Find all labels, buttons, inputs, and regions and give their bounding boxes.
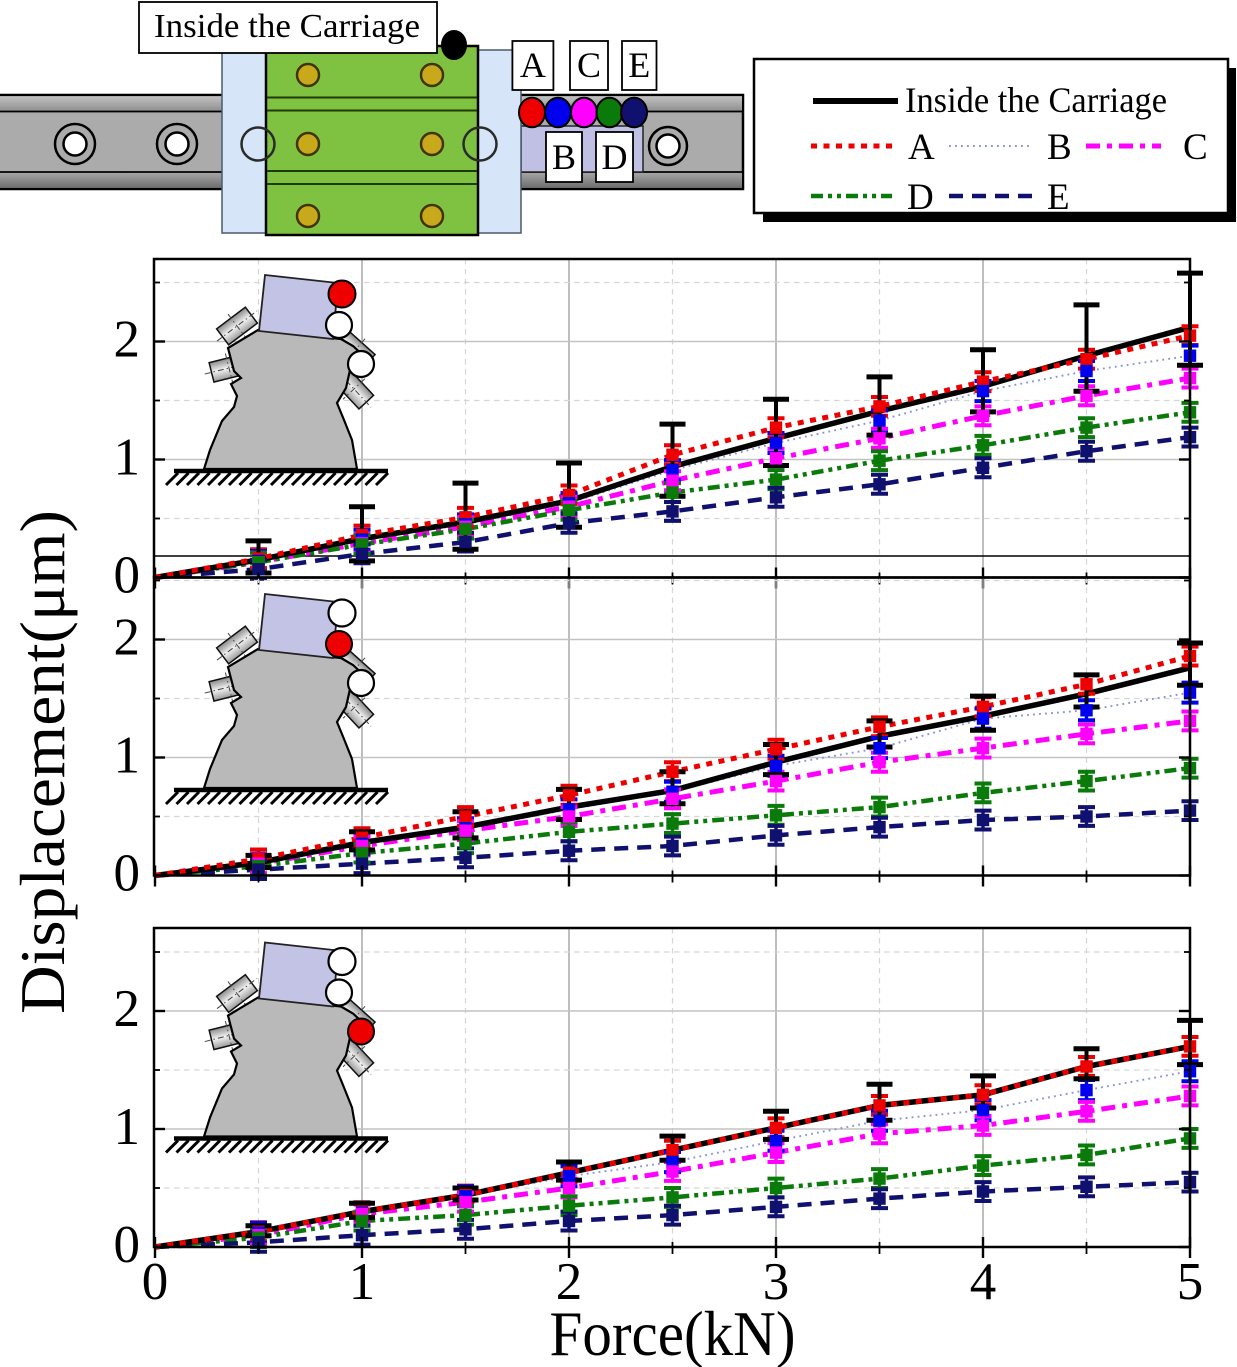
- svg-text:B: B: [1047, 127, 1072, 168]
- svg-text:4: 4: [970, 1253, 997, 1311]
- svg-text:0: 0: [114, 547, 141, 605]
- svg-text:Inside the Carriage: Inside the Carriage: [905, 80, 1167, 120]
- svg-text:D: D: [907, 177, 934, 218]
- svg-text:2: 2: [556, 1253, 583, 1311]
- svg-text:2: 2: [114, 980, 141, 1038]
- svg-text:0: 0: [114, 845, 141, 903]
- svg-text:E: E: [1047, 177, 1070, 218]
- svg-text:B: B: [552, 137, 576, 177]
- svg-text:0: 0: [142, 1253, 169, 1311]
- svg-text:C: C: [577, 45, 601, 85]
- svg-text:1: 1: [349, 1253, 376, 1311]
- svg-text:A: A: [520, 45, 546, 85]
- svg-text:Inside the Carriage: Inside the Carriage: [154, 8, 420, 45]
- svg-text:Force(kN): Force(kN): [550, 1299, 796, 1367]
- svg-text:2: 2: [114, 609, 141, 667]
- svg-text:E: E: [628, 45, 650, 85]
- svg-text:A: A: [908, 127, 935, 168]
- svg-text:5: 5: [1177, 1253, 1204, 1311]
- svg-text:0: 0: [114, 1216, 141, 1274]
- svg-text:2: 2: [114, 311, 141, 369]
- svg-text:D: D: [602, 137, 628, 177]
- svg-text:Displacement(μm): Displacement(μm): [8, 510, 78, 1014]
- svg-text:C: C: [1183, 127, 1208, 168]
- svg-text:1: 1: [114, 1098, 141, 1156]
- svg-text:1: 1: [114, 727, 141, 785]
- svg-text:3: 3: [763, 1253, 790, 1311]
- svg-text:1: 1: [114, 429, 141, 487]
